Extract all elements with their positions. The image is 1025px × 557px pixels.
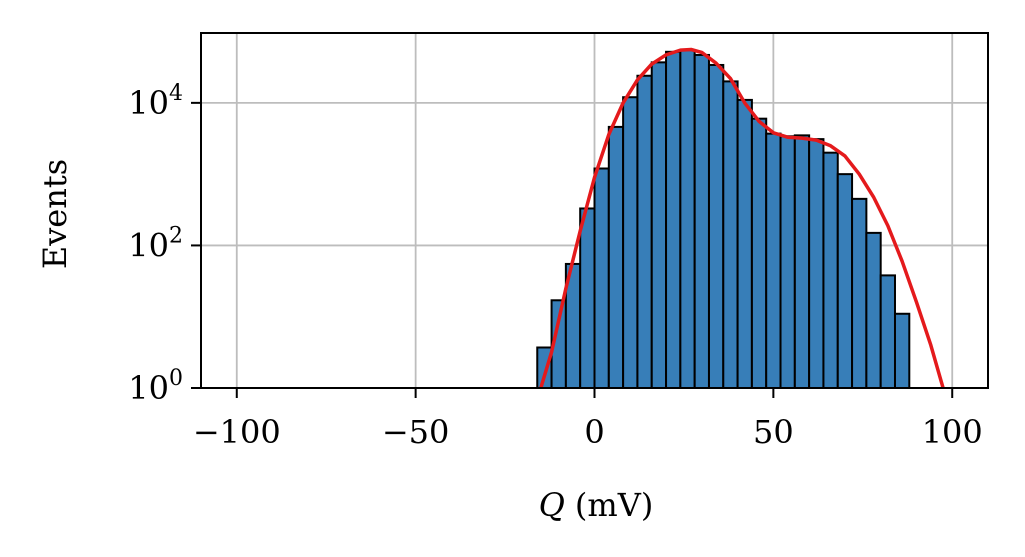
x-tick-label: −50 [382, 413, 450, 451]
x-tick-label: 100 [922, 413, 983, 451]
x-tick-label: 50 [753, 413, 794, 451]
histogram-bar [793, 134, 811, 389]
histogram-bar [607, 125, 625, 390]
histogram-bar [808, 138, 825, 389]
histogram-bar [893, 312, 911, 390]
histogram-bar [707, 63, 725, 389]
histogram-bar [879, 274, 896, 390]
histogram-bar [722, 80, 739, 389]
y-tick-base: 10 [128, 84, 169, 122]
y-tick-exponent: 4 [169, 81, 183, 106]
y-tick-exponent: 0 [169, 366, 183, 391]
fit-curve [539, 47, 945, 389]
histogram-bar [779, 135, 796, 389]
y-tick-exponent: 2 [169, 223, 183, 248]
histogram-bar [579, 207, 596, 389]
x-tick-label: −100 [193, 413, 281, 451]
x-axis-ticks: −100 −50 0 50 100 [193, 388, 983, 451]
y-tick-label: 102 [128, 223, 183, 264]
y-tick-base: 10 [128, 369, 169, 407]
histogram-bar [693, 53, 710, 389]
histogram-bars [536, 49, 911, 390]
histogram-bar [636, 74, 653, 390]
histogram-bar [665, 50, 682, 390]
histogram-bar [650, 61, 668, 389]
y-tick-base: 10 [128, 226, 169, 264]
histogram-bar [851, 197, 868, 389]
histogram-bar [822, 151, 839, 389]
y-tick-label: 100 [128, 366, 183, 407]
histogram-bar [765, 132, 782, 389]
histogram-bar [865, 231, 882, 389]
histogram-bar [836, 173, 854, 389]
histogram-bar [736, 98, 753, 389]
x-axis-symbol: Q [539, 486, 565, 524]
histogram-bar [622, 96, 639, 389]
histogram-bar [679, 49, 696, 389]
x-axis-label: Q (mV) [539, 486, 654, 524]
y-axis-label: Events [36, 159, 74, 269]
histogram-bar [750, 117, 768, 390]
x-axis-unit: (mV) [575, 486, 653, 524]
x-tick-label: 0 [584, 413, 604, 451]
y-tick-label: 104 [128, 81, 183, 122]
histogram-bar [593, 167, 610, 389]
